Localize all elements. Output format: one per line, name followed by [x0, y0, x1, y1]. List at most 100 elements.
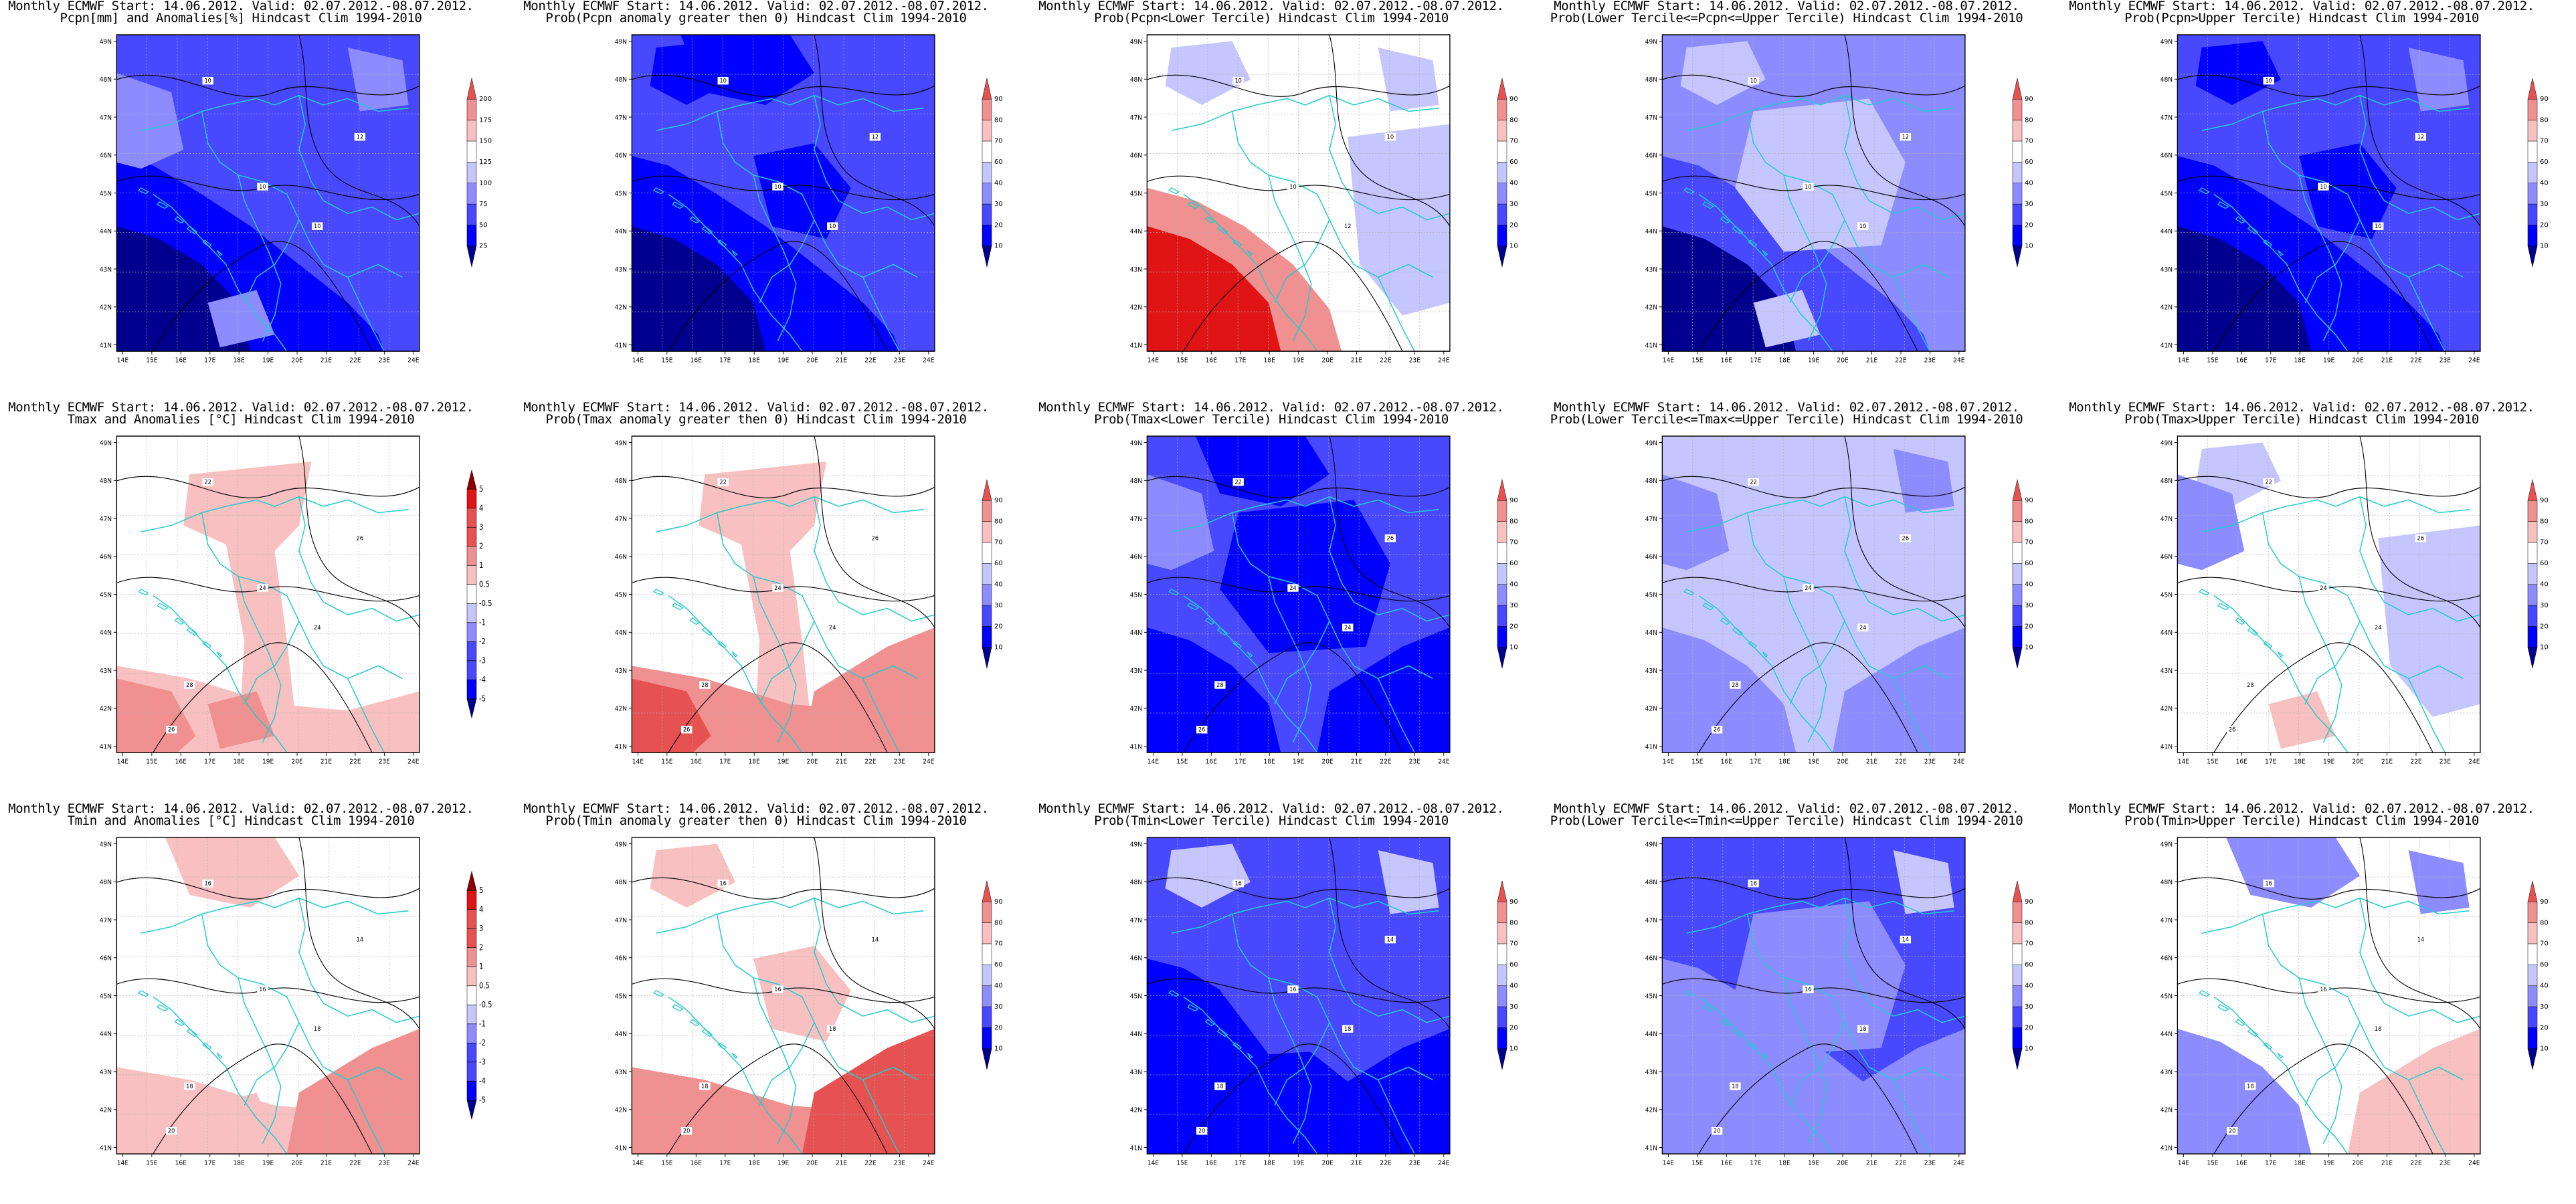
colorbar-swatch — [1497, 225, 1507, 247]
colorbar: 10 20 30 40 60 70 80 90 — [2526, 467, 2553, 681]
map-panel-1: Monthly ECMWF Start: 14.06.2012. Valid: … — [0, 0, 515, 401]
colorbar-swatch — [2012, 605, 2023, 627]
colorbar-swatch — [466, 225, 477, 247]
lat-label: 49N — [1130, 841, 1142, 848]
lat-label: 46N — [1645, 152, 1657, 159]
colorbar-label: 80 — [2025, 117, 2033, 124]
lat-label: 45N — [1645, 190, 1657, 197]
lon-label: 18E — [234, 1159, 245, 1167]
svg-text:26: 26 — [1387, 534, 1394, 541]
colorbar-swatch — [982, 183, 992, 205]
lon-label: 15E — [1176, 758, 1188, 765]
lat-label: 49N — [615, 841, 627, 848]
lon-label: 15E — [2207, 758, 2218, 765]
contour-label: 10 — [827, 222, 838, 230]
contour-lines — [2177, 837, 2481, 1155]
colorbar-label: 30 — [2540, 602, 2549, 609]
map-plot: 10 10 10 12 41N 42N 43N 44N 45N 46N 47N 48N 49N 14E 15… — [1638, 34, 1971, 367]
islands — [652, 990, 738, 1059]
contour-label: 22 — [1232, 478, 1244, 486]
panel-title-line1: Monthly ECMWF Start: 14.06.2012. Valid: … — [1554, 400, 2019, 415]
colorbar-swatch — [2527, 78, 2538, 100]
colorbar-swatch — [982, 500, 992, 522]
shaded-region — [1893, 449, 1954, 513]
map-plot: 10 10 10 12 41N 42N 43N 44N 45N 46N 47N 48N 49N 14E 15… — [92, 34, 426, 367]
contour-label: 16 — [202, 879, 213, 888]
svg-text:26: 26 — [2417, 534, 2424, 541]
colorbar-swatch — [2012, 98, 2023, 120]
shaded-region — [116, 73, 184, 169]
lat-label: 48N — [2160, 879, 2173, 886]
lat-label: 44N — [100, 629, 112, 637]
map-panel-14: Monthly ECMWF Start: 14.06.2012. Valid: … — [1546, 803, 2061, 1204]
lon-label: 17E — [204, 357, 215, 364]
svg-text:12: 12 — [1344, 223, 1351, 229]
lon-label: 15E — [1176, 1159, 1188, 1167]
lon-label: 20E — [1837, 758, 1848, 765]
colorbar-label: 2 — [479, 541, 483, 550]
svg-text:10: 10 — [259, 183, 266, 190]
lat-label: 42N — [1645, 705, 1657, 712]
svg-text:18: 18 — [186, 1083, 193, 1090]
lat-label: 44N — [2160, 1031, 2173, 1038]
colorbar-swatch — [982, 542, 992, 564]
svg-text:10: 10 — [1859, 223, 1866, 229]
colorbar-swatch — [2527, 225, 2538, 247]
colorbar-label: 80 — [994, 920, 1003, 927]
plot-frame — [116, 837, 420, 1155]
map-plot: 16 16 18 14 18 20 41N 42N 43N 44N 45N 46N 47N 48N 49N 1… — [1638, 837, 1971, 1169]
contour-label: 26 — [354, 534, 366, 542]
country-borders — [656, 94, 935, 352]
lat-label: 48N — [2160, 76, 2173, 84]
plot-area: 10 10 10 12 — [2177, 34, 2481, 352]
contour-label: 20 — [1196, 1127, 1208, 1135]
svg-text:20: 20 — [683, 1127, 690, 1134]
lon-label: 19E — [777, 1159, 789, 1167]
lat-label: 47N — [100, 114, 112, 122]
colorbar-swatch — [466, 679, 477, 700]
plot-area: 22 24 24 26 28 26 — [1662, 435, 1966, 753]
lat-label: 43N — [1645, 1069, 1657, 1076]
map-plot: 22 24 24 26 28 26 41N 42N 43N 44N 45N 46N 47N 48N 49N 1… — [1123, 435, 1456, 768]
lat-label: 46N — [100, 553, 112, 561]
colorbar-swatch — [1497, 985, 1507, 1007]
lat-label: 48N — [1645, 478, 1657, 485]
contour-lines — [116, 34, 420, 352]
shaded-region — [1378, 47, 1439, 112]
contour-label: 18 — [699, 1082, 711, 1090]
svg-text:16: 16 — [1234, 880, 1241, 886]
lon-label: 15E — [661, 758, 672, 765]
lat-label: 48N — [615, 879, 627, 886]
colorbar-swatch — [2012, 162, 2023, 183]
map-panel-9: Monthly ECMWF Start: 14.06.2012. Valid: … — [1546, 401, 2061, 803]
plot-frame — [116, 34, 420, 352]
contour-label: 18 — [2245, 1082, 2256, 1090]
colorbar-label: 10 — [1509, 644, 1518, 651]
colorbar-swatch — [982, 605, 992, 627]
lon-label: 20E — [291, 758, 302, 765]
lon-label: 24E — [1438, 357, 1449, 364]
lon-label: 22E — [864, 758, 876, 765]
colorbar-swatch — [2012, 626, 2023, 648]
lon-label: 16E — [2236, 357, 2247, 364]
lat-label: 46N — [100, 955, 112, 962]
colorbar-swatch — [2527, 985, 2538, 1007]
colorbar-label: -0.5 — [479, 599, 492, 608]
contour-label: 14 — [1384, 935, 1396, 944]
colorbar-label: 80 — [2540, 117, 2549, 124]
lon-label: 18E — [1779, 357, 1790, 364]
lat-label: 44N — [615, 1031, 627, 1038]
colorbar-swatch — [466, 1080, 477, 1101]
lon-label: 15E — [1691, 758, 1703, 765]
lon-label: 14E — [117, 758, 128, 765]
lat-label: 48N — [1130, 76, 1142, 84]
svg-text:22: 22 — [1234, 478, 1241, 485]
colorbar-swatch — [466, 985, 477, 1005]
contour-label: 24 — [312, 623, 323, 631]
svg-text:26: 26 — [683, 726, 690, 732]
colorbar-label: 30 — [2025, 1003, 2033, 1011]
colorbar-swatch — [466, 1023, 477, 1043]
lat-label: 41N — [1130, 342, 1142, 349]
contour-label: 20 — [2226, 1127, 2238, 1135]
lat-label: 41N — [100, 342, 112, 349]
